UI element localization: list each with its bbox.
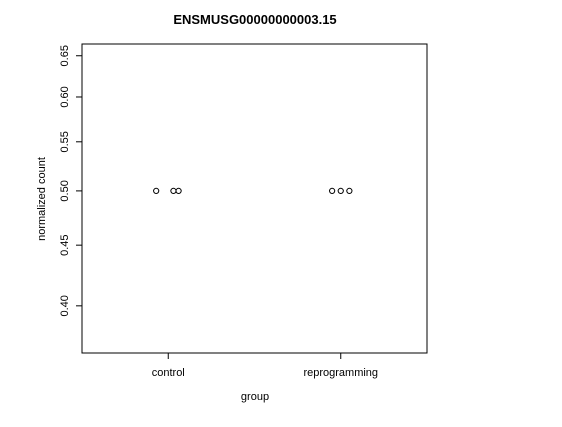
data-point <box>346 187 353 194</box>
y-axis: 0.40 0.45 0.50 0.55 0.60 0.65 <box>59 45 83 317</box>
y-tick-label: 0.45 <box>59 234 71 255</box>
x-tick-label: reprogramming <box>303 367 378 379</box>
data-point <box>329 187 336 194</box>
y-tick-label: 0.40 <box>59 295 71 316</box>
y-tick-label: 0.65 <box>59 45 71 66</box>
y-tick-label: 0.50 <box>59 180 71 201</box>
data-point <box>337 187 344 194</box>
y-tick-label: 0.60 <box>59 86 71 107</box>
data-point <box>175 187 182 194</box>
plot-frame <box>81 43 428 354</box>
y-tick-label: 0.55 <box>59 131 71 152</box>
x-tick-label: control <box>152 367 185 379</box>
y-axis-label: normalized count <box>36 157 48 241</box>
data-point <box>153 187 160 194</box>
x-axis-label: group <box>241 391 269 403</box>
x-axis: control reprogramming <box>152 353 378 379</box>
data-points <box>153 187 353 194</box>
chart-title: ENSMUSG00000000003.15 <box>173 12 336 27</box>
data-point <box>170 187 177 194</box>
